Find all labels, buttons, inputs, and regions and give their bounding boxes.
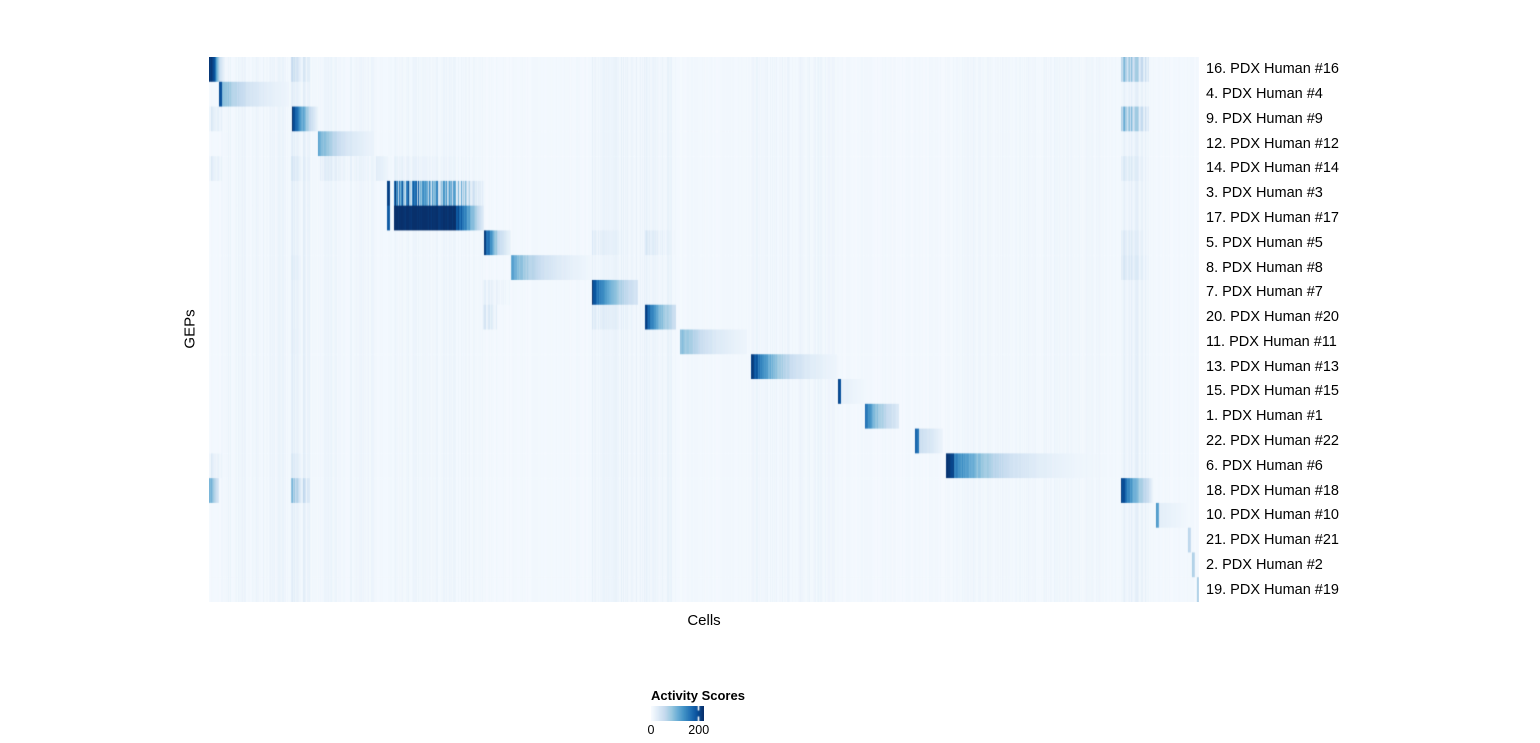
row-label: 6. PDX Human #6: [1206, 457, 1323, 474]
row-label: 5. PDX Human #5: [1206, 234, 1323, 251]
legend-tick-label: 200: [688, 723, 710, 737]
row-label: 2. PDX Human #2: [1206, 556, 1323, 573]
row-label: 16. PDX Human #16: [1206, 61, 1339, 78]
row-label: 11. PDX Human #11: [1206, 333, 1337, 350]
row-label: 15. PDX Human #15: [1206, 383, 1339, 400]
legend-title: Activity Scores: [651, 688, 745, 703]
row-label: 8. PDX Human #8: [1206, 259, 1323, 276]
row-label: 10. PDX Human #10: [1206, 507, 1339, 524]
row-label: 4. PDX Human #4: [1206, 85, 1323, 102]
row-label: 14. PDX Human #14: [1206, 160, 1339, 177]
row-label: 20. PDX Human #20: [1206, 308, 1339, 325]
row-label: 17. PDX Human #17: [1206, 209, 1339, 226]
x-axis-label: Cells: [687, 612, 721, 629]
y-axis-label: GEPs: [181, 309, 199, 349]
row-label: 9. PDX Human #9: [1206, 110, 1323, 127]
row-label: 22. PDX Human #22: [1206, 432, 1339, 449]
row-label: 18. PDX Human #18: [1206, 482, 1339, 499]
heatmap-canvas: [209, 57, 1199, 602]
row-label: 7. PDX Human #7: [1206, 284, 1323, 301]
legend-colorbar: [651, 706, 704, 721]
row-label: 13. PDX Human #13: [1206, 358, 1339, 375]
row-label: 19. PDX Human #19: [1206, 581, 1339, 598]
row-label: 12. PDX Human #12: [1206, 135, 1339, 152]
row-labels: 16. PDX Human #16 4. PDX Human #4 9. PDX H…: [1206, 57, 1536, 602]
row-label: 21. PDX Human #21: [1206, 531, 1339, 548]
row-label: 1. PDX Human #1: [1206, 407, 1323, 424]
row-label: 3. PDX Human #3: [1206, 185, 1323, 201]
legend-tick-label: 0: [647, 723, 655, 737]
